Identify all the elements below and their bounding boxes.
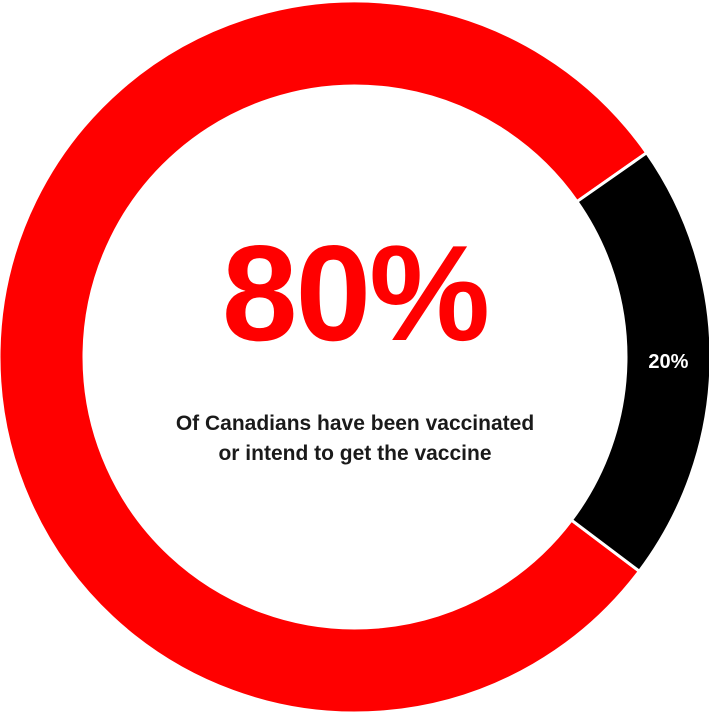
- donut-slice-20: [569, 150, 709, 574]
- donut-slice-80: [0, 0, 649, 714]
- center-value: 80%: [221, 217, 490, 369]
- center-caption: Of Canadians have been vaccinated or int…: [175, 412, 535, 466]
- center-summary: 80% Of Canadians have been vaccinated or…: [150, 225, 560, 470]
- slice-data-label: 20%: [648, 351, 688, 373]
